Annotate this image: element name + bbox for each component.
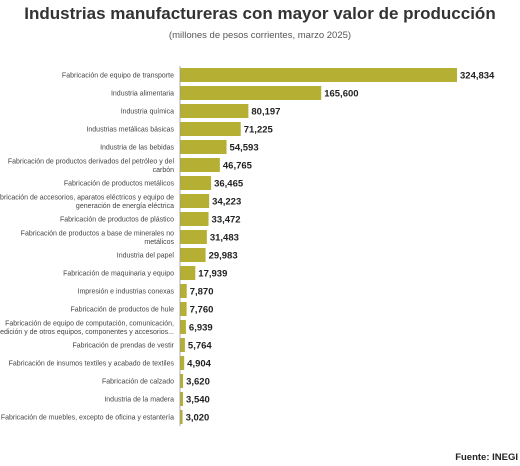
category-label: Industria de las bebidas (100, 145, 174, 152)
bar (180, 86, 322, 100)
category-label: Fabricación de accesorios, aparatos eléc… (0, 194, 174, 210)
data-label: 5,764 (188, 341, 212, 352)
category-label: Impresión e industrias conexas (78, 289, 175, 296)
data-label: 324,834 (460, 71, 495, 82)
chart-title: Industrias manufactureras con mayor valo… (24, 4, 496, 23)
data-label: 80,197 (251, 107, 280, 118)
category-label: Fabricación de productos de plástico (60, 217, 174, 224)
category-label: Fabricación de insumos textiles y acabad… (9, 361, 175, 368)
data-label: 71,225 (244, 125, 274, 136)
data-label: 3,540 (186, 395, 210, 406)
category-label: Fabricación de calzado (102, 379, 174, 386)
category-label: Fabricación de productos derivados del p… (8, 158, 175, 174)
bar (180, 320, 186, 334)
data-label: 7,760 (190, 305, 214, 316)
data-label: 3,020 (186, 413, 210, 424)
bar (180, 374, 184, 388)
category-label: Industria química (121, 109, 174, 116)
data-label: 3,620 (186, 377, 210, 388)
category-label: Industria de la madera (104, 397, 174, 404)
data-label: 6,939 (189, 323, 213, 334)
data-label: 54,593 (230, 143, 259, 154)
data-label: 34,223 (212, 197, 241, 208)
bar (180, 158, 220, 172)
category-label: Fabricación de muebles, excepto de ofici… (1, 415, 174, 422)
bar (180, 392, 184, 406)
data-label: 31,483 (210, 233, 239, 244)
category-label: Industrias metálicas básicas (86, 127, 174, 134)
bar (180, 266, 196, 280)
category-label: Industria alimentaria (111, 91, 174, 98)
bar (180, 338, 185, 352)
source-note: Fuente: INEGI (455, 452, 518, 463)
bar (180, 140, 227, 154)
bar (180, 104, 249, 118)
category-label: Fabricación de equipo de transporte (62, 73, 174, 80)
data-label: 36,465 (214, 179, 244, 190)
data-label: 4,904 (187, 359, 211, 370)
bar (180, 356, 185, 370)
category-label: Fabricación de productos metálicos (64, 181, 175, 188)
data-label: 29,983 (209, 251, 238, 262)
category-label: Fabricación de productos de hule (70, 307, 174, 314)
category-label: Fabricación de prendas de vestir (72, 343, 174, 350)
bar (180, 248, 206, 262)
bar (180, 122, 241, 136)
category-label: Fabricación de equipo de computación, co… (0, 320, 174, 336)
chart-subtitle: (millones de pesos corrientes, marzo 202… (168, 30, 352, 41)
data-label: 7,870 (190, 287, 214, 298)
bar (180, 230, 207, 244)
data-label: 46,765 (223, 161, 253, 172)
bar (180, 194, 210, 208)
bar (180, 410, 183, 424)
bar (180, 68, 457, 82)
bar (180, 302, 187, 316)
category-label: Fabricación de maquinaria y equipo (63, 271, 174, 278)
bar-chart: 324,834 Fabricación de equipo de transpor… (0, 66, 495, 426)
data-label: 165,600 (324, 89, 358, 100)
bar (180, 212, 209, 226)
category-label: Fabricación de productos a base de miner… (21, 230, 175, 246)
bar (180, 176, 212, 190)
category-label: Industria del papel (117, 253, 175, 260)
data-label: 17,939 (198, 269, 227, 280)
bar (180, 284, 187, 298)
data-label: 33,472 (212, 215, 241, 226)
